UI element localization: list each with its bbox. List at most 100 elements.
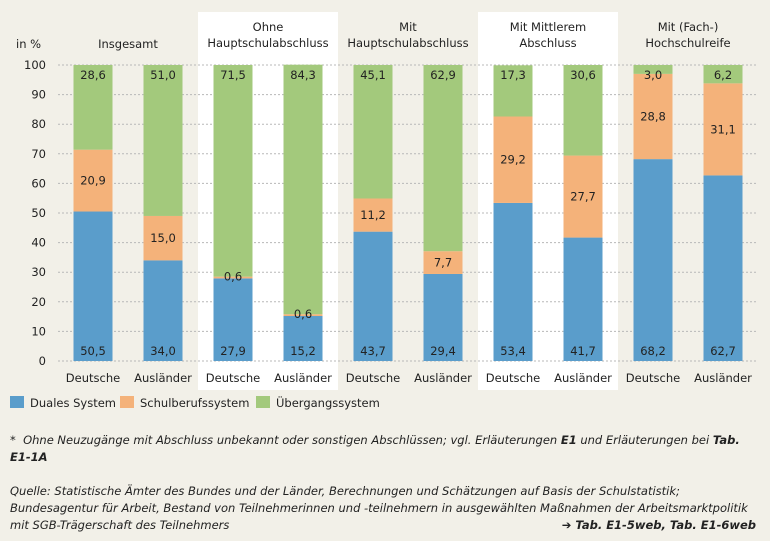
y-tick-label: 80 [31, 117, 46, 131]
bar-segment [283, 64, 323, 315]
data-label-schulberufssystem: 28,8 [640, 110, 666, 124]
footnote-star: * [10, 433, 16, 447]
data-label-duales-system: 34,0 [150, 344, 176, 358]
bar-segment [353, 198, 393, 232]
bar-segment [213, 65, 253, 277]
bar-segment [423, 251, 463, 274]
source-note: Quelle: Statistische Ämter des Bundes un… [10, 484, 748, 532]
data-label-duales-system: 41,7 [570, 344, 596, 358]
bar-segment [493, 65, 533, 117]
data-label-schulberufssystem: 29,2 [500, 153, 526, 167]
bar-segment [633, 159, 673, 361]
data-label-uebergangssystem: 51,0 [150, 68, 176, 82]
data-label-schulberufssystem: 31,1 [710, 122, 736, 136]
data-label-schulberufssystem: 0,6 [294, 307, 312, 321]
bar-segment [703, 65, 743, 84]
data-label-duales-system: 43,7 [360, 344, 386, 358]
data-label-uebergangssystem: 28,6 [80, 68, 106, 82]
bar-segment [423, 273, 463, 361]
bar-segment [73, 211, 113, 361]
group-title: Mit [399, 20, 417, 34]
group-title: Mit Mittlerem [510, 20, 586, 34]
bar-segment [563, 237, 603, 361]
data-label-duales-system: 68,2 [640, 344, 666, 358]
data-label-uebergangssystem: 3,0 [644, 68, 662, 82]
footnote-bold-b: Tab. E1-1A [10, 433, 740, 464]
x-tick-label: Deutsche [626, 371, 680, 385]
footnote: * Ohne Neuzugänge mit Abschluss unbekann… [10, 432, 750, 466]
y-tick-label: 70 [31, 147, 46, 161]
y-tick-label: 100 [24, 58, 46, 72]
bar-segment [493, 202, 533, 361]
bar-segment [703, 175, 743, 361]
bar-segment [213, 276, 253, 279]
data-label-uebergangssystem: 30,6 [570, 68, 596, 82]
x-tick-label: Ausländer [554, 371, 612, 385]
legend-swatch [256, 396, 270, 408]
bar-segment [633, 73, 673, 160]
data-label-schulberufssystem: 20,9 [80, 174, 106, 188]
x-tick-label: Deutsche [486, 371, 540, 385]
bar-segment [633, 65, 673, 74]
data-label-duales-system: 53,4 [500, 344, 526, 358]
data-label-uebergangssystem: 6,2 [714, 68, 732, 82]
bar-segment [283, 314, 323, 317]
y-tick-label: 50 [31, 206, 46, 220]
data-label-uebergangssystem: 71,5 [220, 68, 246, 82]
footnote-bold-a: E1 [560, 433, 577, 447]
legend-swatch [10, 396, 24, 408]
group-title: Hauptschulabschluss [207, 36, 328, 50]
y-tick-label: 90 [31, 88, 46, 102]
bar-segment [283, 316, 323, 361]
data-label-schulberufssystem: 27,7 [570, 190, 596, 204]
data-label-uebergangssystem: 84,3 [290, 68, 316, 82]
footnote-text-b: und Erläuterungen bei [576, 433, 713, 447]
legend-label: Duales System [30, 396, 116, 410]
bar-segment [143, 65, 183, 216]
group-title: Mit (Fach-) [658, 20, 719, 34]
data-label-schulberufssystem: 7,7 [434, 256, 452, 270]
x-tick-label: Deutsche [206, 371, 260, 385]
bar-segment [703, 83, 743, 176]
x-tick-label: Deutsche [346, 371, 400, 385]
y-tick-label: 40 [31, 236, 46, 250]
data-label-duales-system: 15,2 [290, 344, 316, 358]
group-title: Abschluss [519, 36, 576, 50]
data-label-schulberufssystem: 15,0 [150, 231, 176, 245]
group-title: Hauptschulabschluss [347, 36, 468, 50]
y-tick-label: 60 [31, 176, 46, 190]
y-tick-label: 30 [31, 265, 46, 279]
bar-segment [143, 260, 183, 361]
group-title: Insgesamt [98, 37, 158, 51]
table-reference: ➔ Tab. E1-5web, Tab. E1-6web [561, 518, 756, 532]
footnote-text-a: Ohne Neuzugänge mit Abschluss unbekannt … [23, 433, 561, 447]
y-tick-label: 20 [31, 295, 46, 309]
bar-segment [353, 65, 393, 199]
data-label-duales-system: 29,4 [430, 344, 456, 358]
bar-segment [563, 65, 603, 156]
data-label-duales-system: 50,5 [80, 344, 106, 358]
group-title: Hochschulreife [645, 36, 730, 50]
legend-swatch [120, 396, 134, 408]
x-tick-label: Ausländer [694, 371, 752, 385]
group-title: Ohne [253, 20, 284, 34]
stacked-bar-chart: 0 10 20 30 40 50 60 70 80 90 100 in % Insgesamt Ohne H… [10, 12, 758, 410]
bar-segment [73, 149, 113, 212]
bar-segment [73, 65, 113, 150]
bar-segment [353, 231, 393, 361]
bar-segment [143, 215, 183, 261]
data-label-duales-system: 27,9 [220, 344, 246, 358]
y-tick-label: 10 [31, 324, 46, 338]
data-label-duales-system: 62,7 [710, 344, 736, 358]
data-label-schulberufssystem: 11,2 [360, 208, 386, 222]
x-tick-label: Ausländer [274, 371, 332, 385]
bar-segment [213, 278, 253, 361]
bar-segment [563, 155, 603, 238]
data-label-schulberufssystem: 0,6 [224, 270, 242, 284]
x-tick-label: Deutsche [66, 371, 120, 385]
legend-label: Schulberufssystem [140, 396, 249, 410]
x-tick-label: Ausländer [134, 371, 192, 385]
bar-segment [493, 116, 533, 203]
y-tick-label: 0 [39, 354, 46, 368]
legend-label: Übergangssystem [276, 394, 380, 410]
